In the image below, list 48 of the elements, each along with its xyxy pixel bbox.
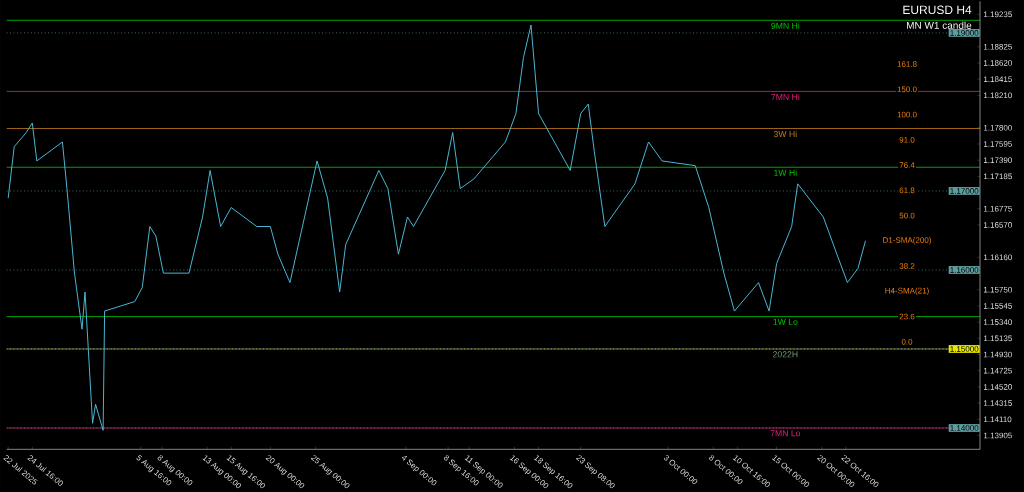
ref-line-label: 2022H — [773, 351, 798, 358]
ref-line-label: 1.19000 — [950, 30, 979, 36]
annotation: 150.0 — [897, 86, 917, 93]
annotation: 61.8 — [899, 187, 915, 194]
y-tick-label: 1.17185 — [983, 173, 1012, 180]
y-tick-label: 1.16160 — [983, 254, 1012, 261]
chart-title: EURUSD H4 — [903, 5, 972, 15]
y-tick-label: 1.15340 — [983, 319, 1012, 325]
ref-line-label: 1W Hi — [774, 169, 797, 176]
y-tick-label: 1.17800 — [983, 124, 1012, 131]
annotation: 100.0 — [897, 111, 917, 118]
y-tick-label: 1.14725 — [983, 367, 1012, 374]
annotation: 0.0 — [901, 338, 913, 345]
y-tick-label: 1.15750 — [983, 286, 1012, 293]
y-tick-label: 1.18825 — [983, 43, 1012, 50]
y-tick-label: 1.17595 — [983, 141, 1012, 147]
y-tick-label: 1.15135 — [983, 335, 1012, 342]
y-tick-label: 1.18620 — [983, 60, 1012, 66]
ref-line-label: 7MN Lo — [770, 430, 801, 437]
annotation: 76.4 — [899, 162, 915, 168]
annotation: 161.8 — [897, 61, 917, 67]
ref-line-label: 7MN Hi — [771, 93, 800, 100]
ref-line-label: 1.14000 — [950, 425, 979, 431]
annotation: D1-SMA(200) — [883, 237, 931, 245]
y-tick-label: 1.15545 — [983, 303, 1012, 309]
y-tick-label: 1.16775 — [983, 205, 1012, 212]
ref-line-label: 1W Lo — [773, 318, 798, 325]
y-tick-label: 1.14520 — [983, 384, 1012, 390]
y-tick-label: 1.18210 — [983, 92, 1012, 99]
annotation: 50.0 — [899, 212, 915, 219]
ref-line-label: 3W Hi — [773, 130, 797, 138]
text: MN W1 candle — [906, 21, 972, 29]
y-tick-label: 1.14315 — [983, 400, 1012, 406]
annotation: 38.2 — [899, 263, 915, 269]
annotation: 91.0 — [899, 136, 915, 143]
annotation: H4-SMA(21) — [885, 287, 929, 296]
y-tick-label: 1.19235 — [983, 11, 1012, 18]
ref-line-label: 1.17000 — [950, 188, 979, 194]
annotation: 23.6 — [899, 313, 915, 320]
y-tick-label: 1.17390 — [983, 157, 1012, 163]
y-tick-label: 1.18415 — [983, 76, 1012, 82]
y-tick-label: 1.13905 — [983, 432, 1012, 439]
y-tick-label: 1.16570 — [983, 222, 1012, 228]
y-tick-label: 1.14110 — [983, 416, 1012, 423]
ref-line-label: 1.15000 — [950, 346, 979, 352]
y-tick-label: 1.14930 — [983, 351, 1012, 358]
ref-line-label: 1.16000 — [950, 267, 979, 273]
ref-line-label: 9MN Hi — [771, 22, 800, 29]
